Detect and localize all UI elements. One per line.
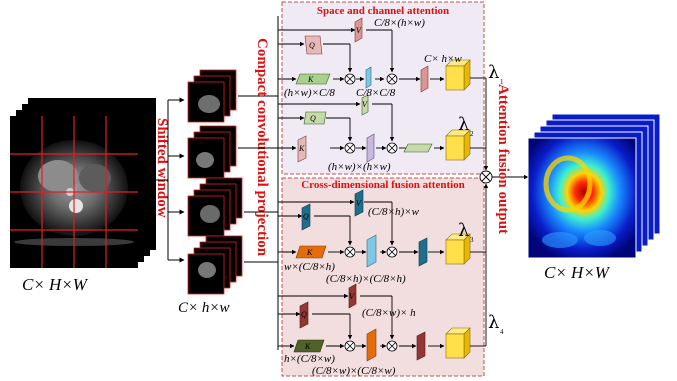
panel-bottom-title: Cross-dimensional fusion attention (301, 179, 465, 191)
v-matrix-h (348, 283, 357, 309)
panel-top-title: Space and channel attention (317, 5, 449, 17)
svg-text:K: K (304, 342, 311, 351)
svg-text:3: 3 (470, 236, 474, 244)
svg-text:V: V (356, 26, 362, 35)
lambda-4: λ (488, 312, 499, 333)
dim-6: (C/8×w)×(C/8×w) (312, 365, 396, 377)
fusion-matrix-h (366, 328, 377, 362)
v-matrix-w (354, 189, 364, 217)
svg-text:V: V (362, 100, 368, 109)
shifted-window-title: Shifted window (154, 118, 170, 218)
k-matrix-h (293, 339, 325, 353)
output-cube-3 (445, 233, 471, 265)
svg-text:Q: Q (309, 41, 315, 50)
svg-text:Q: Q (303, 212, 309, 221)
window-dimension-label: C× h×w (178, 300, 230, 316)
dim-top: C/8×(h×w) (374, 17, 425, 29)
output-matrix-w (418, 237, 428, 267)
fusion-connectors (470, 77, 529, 347)
input-dimension-label: C× H×W (22, 275, 89, 294)
svg-text:Q: Q (310, 114, 316, 123)
svg-text:K: K (306, 248, 313, 257)
svg-text:2: 2 (470, 130, 474, 138)
reshape-matrix (403, 143, 433, 153)
dim-bottom: (h×w)×(h×w) (328, 161, 391, 173)
lambda-weights: λ 1 λ 2 λ 3 λ 4 (458, 62, 504, 336)
window-stack-1 (187, 69, 237, 123)
output-heatmap-stack (527, 113, 661, 259)
svg-text:1: 1 (500, 78, 504, 86)
q-matrix-w (301, 203, 311, 231)
output-matrix-top (420, 65, 429, 93)
k-matrix-w (295, 245, 327, 259)
output-cube-1 (445, 59, 471, 91)
output-dimension-label: C× H×W (544, 263, 611, 282)
attention-fusion-title: Attention fusion output (495, 84, 511, 234)
output-cube-2 (445, 129, 471, 161)
dim-cc: C/8×C/8 (356, 87, 396, 99)
dim-5: h×(C/8×w) (284, 353, 335, 365)
dim-k: (h×w)×C/8 (284, 87, 335, 99)
svg-text:V: V (349, 292, 355, 301)
lambda-3: λ (458, 220, 469, 241)
svg-text:Q: Q (301, 310, 307, 319)
svg-text:4: 4 (500, 328, 504, 336)
dim-4: (C/8×w)× h (362, 307, 416, 319)
lambda-1: λ (488, 62, 499, 83)
k-matrix-mid (297, 135, 307, 163)
window-stack-4 (187, 235, 243, 295)
spatial-matrix (366, 133, 375, 163)
svg-text:K: K (307, 75, 314, 84)
cross-dimensional-fusion-panel: Cross-dimensional fusion attention (278, 177, 485, 377)
q-matrix-top (304, 35, 323, 55)
dim-out: C× h×w (424, 53, 462, 65)
window-stack-2 (187, 125, 237, 179)
window-stack-3 (187, 177, 243, 237)
fusion-matrix-w (366, 234, 377, 268)
dim-1: (C/8×h)×w (368, 206, 420, 218)
dim-2: w×(C/8×h) (284, 261, 335, 273)
q-matrix-mid (303, 111, 327, 125)
svg-text:K: K (298, 144, 305, 153)
v-matrix-mid (361, 94, 369, 116)
output-cube-4 (445, 327, 471, 359)
windows-to-panels-connectors (238, 16, 279, 350)
lambda-2: λ (458, 114, 469, 135)
q-matrix-h (299, 301, 309, 329)
input-to-windows-connectors (152, 97, 185, 263)
shifted-window-grid (10, 116, 138, 268)
input-ct-stack: C× H×W (10, 98, 156, 294)
window-stacks (187, 69, 243, 295)
channel-matrix (365, 66, 372, 89)
v-matrix-top (354, 17, 363, 43)
compact-projection-title: Compact convolutional projection (254, 38, 270, 257)
k-matrix-top (295, 73, 331, 85)
space-channel-attention-panel: Space and channel attention (278, 1, 485, 175)
dim-3: (C/8×h)×(C/8×h) (326, 273, 406, 285)
svg-text:V: V (356, 199, 362, 208)
output-matrix-h (416, 331, 426, 361)
